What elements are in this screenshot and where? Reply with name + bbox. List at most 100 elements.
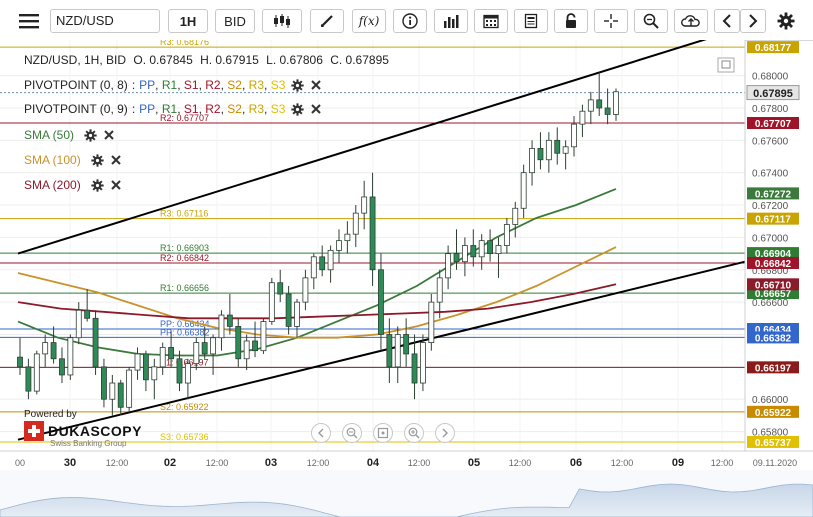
price-tag-bg bbox=[747, 256, 799, 269]
candle-body bbox=[428, 301, 435, 343]
fit-icon bbox=[377, 427, 389, 439]
legend-sep: : bbox=[131, 102, 136, 116]
symbol-input[interactable]: NZD/USD bbox=[50, 9, 160, 33]
legend-settings-icon[interactable] bbox=[84, 128, 97, 142]
info-button[interactable] bbox=[393, 9, 427, 33]
crosshair-button[interactable] bbox=[594, 9, 628, 33]
candle-body bbox=[369, 196, 376, 271]
draw-button[interactable] bbox=[310, 9, 344, 33]
legend-settings-icon[interactable] bbox=[91, 153, 104, 167]
zoom-button[interactable] bbox=[634, 9, 668, 33]
price-tag-bg bbox=[747, 405, 799, 418]
price-tag-bg bbox=[747, 361, 799, 374]
candle-body bbox=[470, 245, 477, 258]
candle-body bbox=[50, 342, 57, 360]
document-icon bbox=[524, 13, 538, 29]
x-tick-label: 06 bbox=[570, 457, 582, 469]
zoom-in-button[interactable] bbox=[404, 423, 424, 443]
candle-body bbox=[545, 139, 552, 161]
y-tick-label: 0.67200 bbox=[752, 201, 789, 212]
legend-s3: S3 bbox=[270, 78, 286, 92]
price-tag: 0.65737 bbox=[755, 438, 792, 449]
legend-close-icon[interactable] bbox=[103, 129, 115, 141]
volume-button[interactable] bbox=[434, 9, 468, 33]
settings-button[interactable] bbox=[772, 9, 800, 33]
forward-button[interactable] bbox=[740, 9, 766, 33]
legend-comma: , bbox=[155, 102, 159, 116]
legend-close-icon[interactable] bbox=[310, 79, 322, 91]
candle-body bbox=[587, 99, 594, 112]
price-axis[interactable]: 0.68000 0.67800 0.67600 0.67400 0.67200 0.670… bbox=[752, 42, 789, 439]
cloud-button[interactable] bbox=[674, 9, 708, 33]
candle-body bbox=[562, 146, 569, 154]
candle-body bbox=[571, 123, 577, 148]
x-tick-label: 00 bbox=[15, 458, 25, 468]
back-button[interactable] bbox=[714, 9, 740, 33]
pivot-label: S1: 0.66197 bbox=[160, 357, 209, 367]
chevron-right-icon bbox=[442, 428, 448, 438]
candle-body bbox=[42, 342, 49, 355]
price-tag-bg bbox=[747, 212, 799, 225]
x-tick-label: 30 bbox=[64, 457, 76, 469]
current-price-tag: 0.67895 bbox=[753, 88, 793, 100]
bid-ask-button[interactable]: BID bbox=[215, 9, 255, 33]
candle-body bbox=[84, 309, 91, 319]
chevron-left-icon bbox=[722, 14, 731, 28]
y-tick-label: 0.66800 bbox=[752, 266, 789, 277]
x-tick-label: 12:00 bbox=[509, 458, 532, 468]
candle-body bbox=[92, 317, 99, 368]
info-high: H. 0.67915 bbox=[200, 53, 259, 67]
lock-button[interactable] bbox=[554, 9, 588, 33]
legend-comma: , bbox=[241, 78, 246, 92]
candle-body bbox=[394, 334, 401, 368]
x-tick-label: 05 bbox=[468, 457, 480, 469]
legend-close-icon[interactable] bbox=[110, 154, 122, 166]
pivot-label: R2: 0.67707 bbox=[160, 113, 209, 123]
candle-body bbox=[512, 207, 519, 225]
legend-settings-icon[interactable] bbox=[291, 102, 305, 116]
calendar-button[interactable] bbox=[474, 9, 508, 33]
chart-type-button[interactable] bbox=[262, 9, 302, 33]
price-tag: 0.66657 bbox=[755, 289, 792, 300]
timeframe-button[interactable]: 1H bbox=[168, 9, 208, 33]
candle-body bbox=[159, 347, 166, 368]
x-tick-label: 12:00 bbox=[408, 458, 431, 468]
time-axis[interactable]: 00 30 12:00 02 12:00 03 12:00 04 12:00 05 12:00 06 1… bbox=[15, 457, 797, 469]
candle-body bbox=[210, 337, 216, 355]
legend-s1: S1 bbox=[183, 102, 199, 116]
legend-r1: R1 bbox=[161, 102, 178, 116]
legend-close-icon[interactable] bbox=[310, 103, 322, 115]
candle-body bbox=[461, 245, 468, 263]
scroll-left-button[interactable] bbox=[311, 423, 331, 443]
navigator[interactable] bbox=[0, 470, 813, 517]
upper-trendline bbox=[17, 40, 707, 255]
zoom-in-icon bbox=[408, 427, 420, 439]
legend-close-icon[interactable] bbox=[110, 179, 122, 191]
scroll-right-button[interactable] bbox=[435, 423, 455, 443]
candles bbox=[17, 72, 619, 416]
menu-button[interactable] bbox=[14, 9, 44, 33]
swiss-cross-icon bbox=[24, 421, 44, 441]
candle-body bbox=[487, 240, 494, 254]
reset-zoom-button[interactable] bbox=[373, 423, 393, 443]
candle-body bbox=[252, 340, 258, 352]
candle-body bbox=[327, 249, 334, 271]
trendlines[interactable] bbox=[17, 40, 746, 441]
price-tag: 0.67117 bbox=[755, 215, 791, 226]
legend-settings-icon[interactable] bbox=[291, 78, 305, 92]
candle-body bbox=[117, 382, 124, 408]
legend-sma-50-label: SMA (50) bbox=[24, 128, 75, 142]
candle-body bbox=[151, 366, 158, 381]
expand-icon[interactable] bbox=[717, 57, 735, 73]
candle-body bbox=[126, 369, 133, 408]
x-tick-label: 03 bbox=[265, 457, 277, 469]
indicators-button[interactable]: f(x) bbox=[352, 9, 386, 33]
zoom-out-button[interactable] bbox=[342, 423, 362, 443]
x-tick-label: 12:00 bbox=[711, 458, 734, 468]
price-tag-bg bbox=[747, 247, 799, 260]
pivot-label: R3: 0.67116 bbox=[160, 209, 208, 219]
template-button[interactable] bbox=[514, 9, 548, 33]
price-chart[interactable]: R3: 0.68176 R2: 0.67707 R3: 0.67116 R1: 0.6… bbox=[0, 40, 813, 517]
legend-settings-icon[interactable] bbox=[91, 178, 104, 192]
y-tick-label: 0.67000 bbox=[752, 233, 789, 244]
